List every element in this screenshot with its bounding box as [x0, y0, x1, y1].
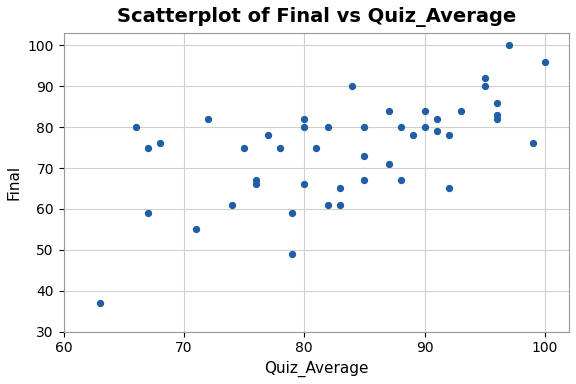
Point: [492, 116, 502, 122]
Title: Scatterplot of Final vs Quiz_Average: Scatterplot of Final vs Quiz_Average: [117, 7, 516, 27]
Point: [396, 177, 405, 183]
Point: [252, 177, 261, 183]
Point: [348, 83, 357, 89]
Point: [324, 124, 333, 130]
Point: [312, 144, 321, 151]
Point: [432, 128, 441, 134]
Point: [540, 59, 550, 65]
Point: [528, 141, 537, 147]
Point: [143, 210, 153, 216]
Point: [480, 83, 490, 89]
Y-axis label: Final: Final: [7, 165, 22, 200]
Point: [396, 124, 405, 130]
Point: [131, 124, 141, 130]
Point: [143, 144, 153, 151]
Point: [360, 177, 369, 183]
Point: [360, 153, 369, 159]
Point: [492, 99, 502, 106]
Point: [300, 116, 309, 122]
Point: [420, 108, 429, 114]
Point: [384, 161, 393, 167]
Point: [456, 108, 465, 114]
Point: [300, 181, 309, 187]
Point: [240, 144, 249, 151]
Point: [336, 185, 345, 192]
Point: [191, 226, 200, 232]
Point: [275, 144, 285, 151]
Point: [156, 141, 165, 147]
X-axis label: Quiz_Average: Quiz_Average: [264, 361, 369, 377]
Point: [432, 116, 441, 122]
Point: [408, 132, 417, 138]
Point: [504, 42, 513, 48]
Point: [252, 181, 261, 187]
Point: [287, 210, 297, 216]
Point: [95, 300, 104, 306]
Point: [300, 124, 309, 130]
Point: [264, 132, 273, 138]
Point: [360, 124, 369, 130]
Point: [324, 202, 333, 208]
Point: [420, 124, 429, 130]
Point: [287, 251, 297, 257]
Point: [203, 116, 213, 122]
Point: [444, 185, 453, 192]
Point: [228, 202, 237, 208]
Point: [384, 108, 393, 114]
Point: [336, 202, 345, 208]
Point: [444, 132, 453, 138]
Point: [480, 75, 490, 81]
Point: [492, 112, 502, 118]
